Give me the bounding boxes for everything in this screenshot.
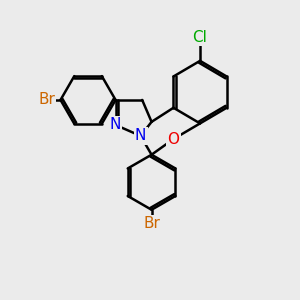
Text: Cl: Cl [193,30,208,45]
Text: Br: Br [38,92,55,107]
Text: N: N [135,128,146,143]
Text: N: N [110,118,121,133]
Text: O: O [167,131,179,146]
Text: Br: Br [143,216,160,231]
